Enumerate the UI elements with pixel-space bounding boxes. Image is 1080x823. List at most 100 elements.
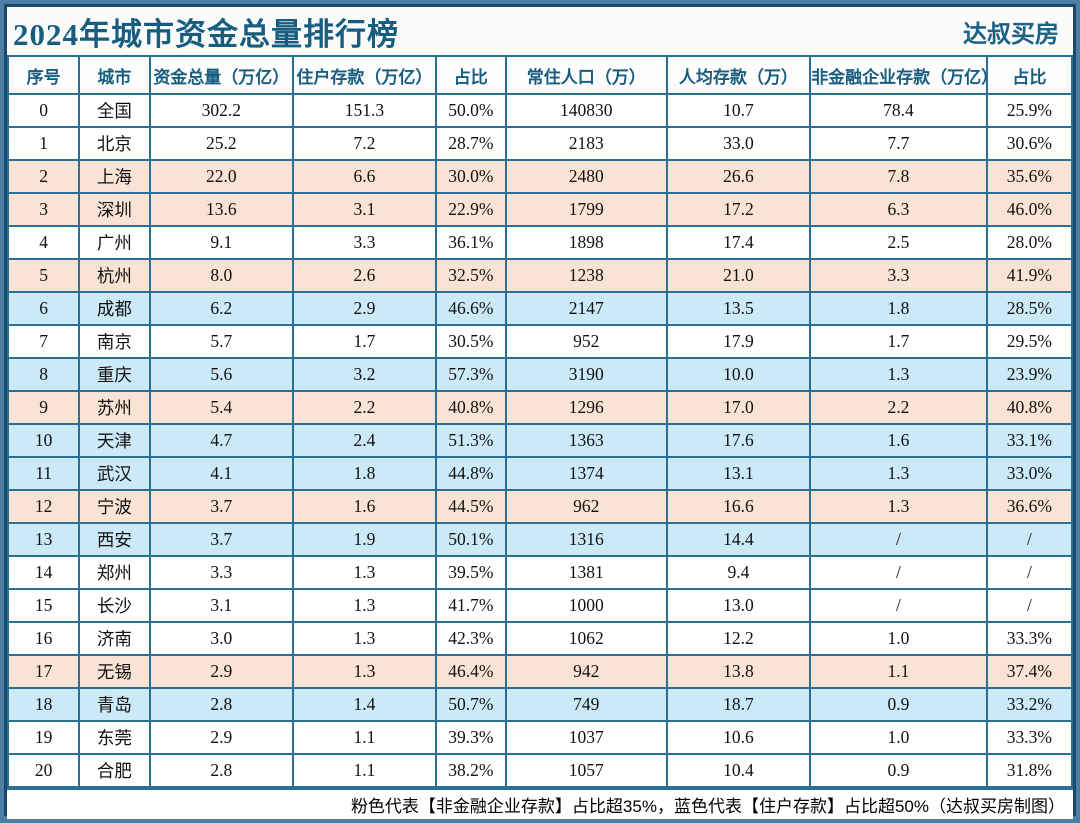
table-cell: 13 — [6, 522, 81, 557]
table-cell: 天津 — [78, 423, 151, 458]
table-cell: 17.6 — [665, 423, 812, 458]
table-row: 19 东莞 2.9 1.1 39.3% 1037 10.6 1.0 33.3% — [6, 720, 1074, 755]
table-cell: 8.0 — [148, 258, 295, 293]
table-cell: 17.0 — [665, 390, 812, 425]
table-cell: 25.2 — [148, 126, 295, 161]
table-cell: 6.3 — [809, 192, 988, 227]
column-header: 占比 — [985, 55, 1074, 95]
table-cell: 5 — [6, 258, 81, 293]
table-cell: 6.6 — [292, 159, 437, 194]
table-cell: 1.1 — [292, 753, 437, 788]
table-cell: 962 — [504, 489, 668, 524]
table-cell: 33.0% — [985, 456, 1074, 491]
table-cell: 22.9% — [434, 192, 507, 227]
table-cell: 苏州 — [78, 390, 151, 425]
table-cell: 9 — [6, 390, 81, 425]
table-cell: 7.7 — [809, 126, 988, 161]
table-cell: 3.3 — [809, 258, 988, 293]
table-cell: 宁波 — [78, 489, 151, 524]
table-cell: 22.0 — [148, 159, 295, 194]
table-cell: 33.2% — [985, 687, 1074, 722]
column-header: 住户存款（万亿） — [292, 55, 437, 95]
table-cell: 20 — [6, 753, 81, 788]
table-cell: 28.5% — [985, 291, 1074, 326]
table-cell: 28.7% — [434, 126, 507, 161]
table-cell: 1.1 — [292, 720, 437, 755]
table-cell: 46.6% — [434, 291, 507, 326]
table-cell: / — [809, 522, 988, 557]
brand-watermark: 达叔买房 — [963, 20, 1059, 48]
column-header: 序号 — [6, 55, 81, 95]
table-row: 16 济南 3.0 1.3 42.3% 1062 12.2 1.0 33.3% — [6, 621, 1074, 656]
table-cell: 无锡 — [78, 654, 151, 689]
table-row: 8 重庆 5.6 3.2 57.3% 3190 10.0 1.3 23.9% — [6, 357, 1074, 392]
table-cell: 上海 — [78, 159, 151, 194]
table-cell: 7.2 — [292, 126, 437, 161]
title-bar: 2024年城市资金总量排行榜 达叔买房 — [7, 7, 1073, 55]
table-cell: 1898 — [504, 225, 668, 260]
table-cell: 10.6 — [665, 720, 812, 755]
table-cell: 2.2 — [809, 390, 988, 425]
table-cell: 10.7 — [665, 93, 812, 128]
table-cell: 2183 — [504, 126, 668, 161]
table-cell: 1.9 — [292, 522, 437, 557]
table-cell: 3.3 — [148, 555, 295, 590]
table-cell: 5.4 — [148, 390, 295, 425]
table-cell: 33.1% — [985, 423, 1074, 458]
table-cell: 16 — [6, 621, 81, 656]
table-cell: 2.9 — [292, 291, 437, 326]
table-cell: 济南 — [78, 621, 151, 656]
table-cell: 30.5% — [434, 324, 507, 359]
table-cell: 21.0 — [665, 258, 812, 293]
table-cell: 1316 — [504, 522, 668, 557]
table-cell: 23.9% — [985, 357, 1074, 392]
table-cell: / — [809, 555, 988, 590]
table-cell: 38.2% — [434, 753, 507, 788]
table-cell: 4.7 — [148, 423, 295, 458]
table-cell: / — [809, 588, 988, 623]
table-cell: 全国 — [78, 93, 151, 128]
table-cell: 749 — [504, 687, 668, 722]
table-cell: 3.3 — [292, 225, 437, 260]
table-cell: 26.6 — [665, 159, 812, 194]
table-cell: 13.6 — [148, 192, 295, 227]
table-cell: 13.8 — [665, 654, 812, 689]
table-cell: 青岛 — [78, 687, 151, 722]
table-cell: 18.7 — [665, 687, 812, 722]
table-cell: 北京 — [78, 126, 151, 161]
table-cell: 32.5% — [434, 258, 507, 293]
table-cell: 7 — [6, 324, 81, 359]
table-cell: 0.9 — [809, 753, 988, 788]
table-cell: 8 — [6, 357, 81, 392]
table-cell: 41.9% — [985, 258, 1074, 293]
table-cell: 28.0% — [985, 225, 1074, 260]
table-cell: 广州 — [78, 225, 151, 260]
table-cell: 44.8% — [434, 456, 507, 491]
table-row: 1 北京 25.2 7.2 28.7% 2183 33.0 7.7 30.6% — [6, 126, 1074, 161]
table-row: 11 武汉 4.1 1.8 44.8% 1374 13.1 1.3 33.0% — [6, 456, 1074, 491]
table-cell: 9.4 — [665, 555, 812, 590]
table-cell: 3 — [6, 192, 81, 227]
table-row: 10 天津 4.7 2.4 51.3% 1363 17.6 1.6 33.1% — [6, 423, 1074, 458]
table-cell: 78.4 — [809, 93, 988, 128]
table-cell: 1238 — [504, 258, 668, 293]
table-cell: 2.6 — [292, 258, 437, 293]
table-cell: 南京 — [78, 324, 151, 359]
table-cell: 35.6% — [985, 159, 1074, 194]
table-cell: 13.1 — [665, 456, 812, 491]
table-cell: 6.2 — [148, 291, 295, 326]
column-header: 非金融企业存款（万亿） — [809, 55, 988, 95]
table-cell: 942 — [504, 654, 668, 689]
page-title: 2024年城市资金总量排行榜 — [13, 16, 399, 52]
table-cell: 重庆 — [78, 357, 151, 392]
table-cell: 西安 — [78, 522, 151, 557]
table-cell: 1363 — [504, 423, 668, 458]
table-cell: / — [985, 555, 1074, 590]
table-cell: 1.0 — [809, 720, 988, 755]
table-header-row: 序号 城市 资金总量（万亿） 住户存款（万亿） 占比 常住人口（万） 人均存款（万） 非金融企… — [6, 55, 1074, 95]
table-cell: 2.9 — [148, 720, 295, 755]
table-cell: 10.4 — [665, 753, 812, 788]
table-cell: 1 — [6, 126, 81, 161]
table-cell: 长沙 — [78, 588, 151, 623]
